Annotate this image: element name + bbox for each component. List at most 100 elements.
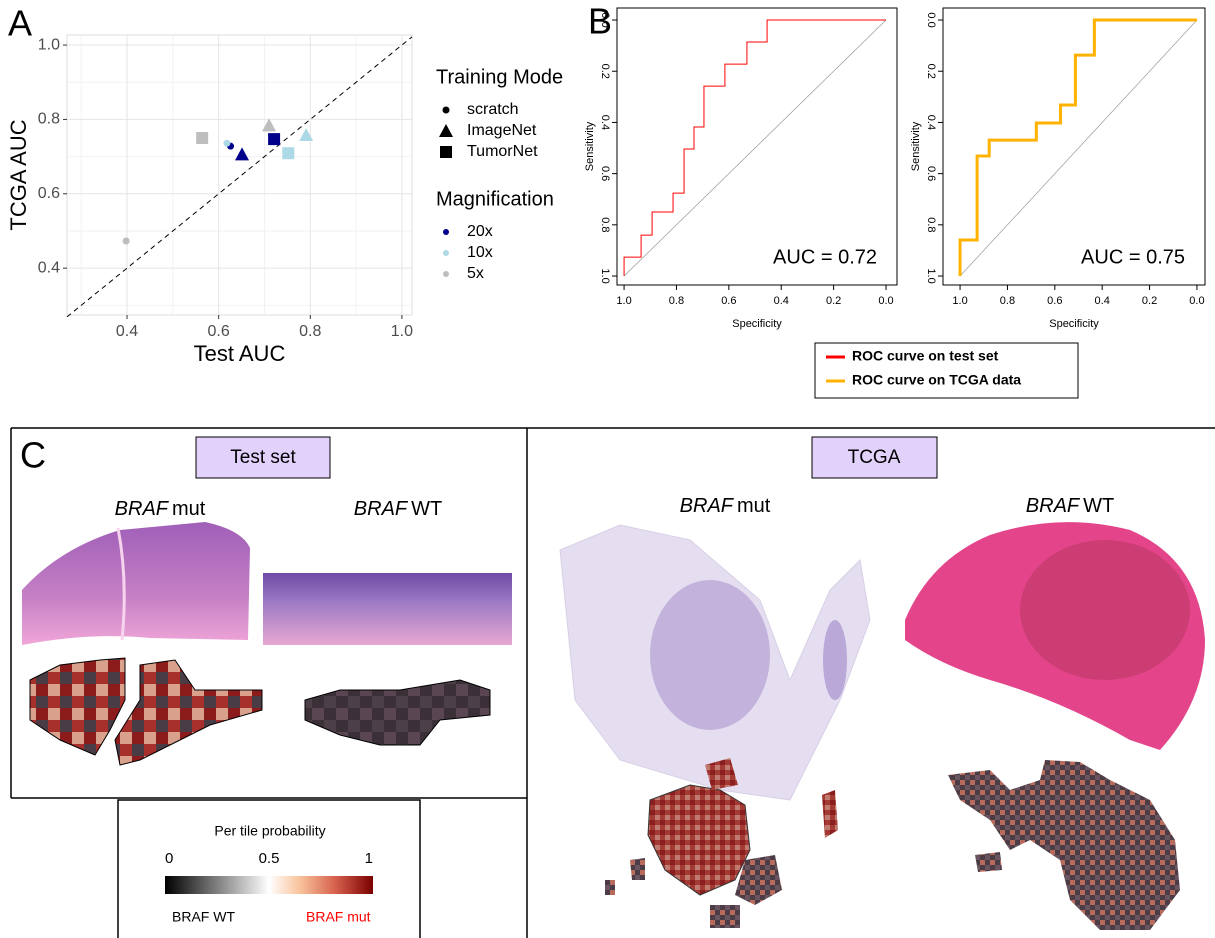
y-axis-label: Sensitivity (910, 121, 922, 171)
x-tick-label: 0.8 (669, 295, 684, 307)
histology-image (22, 522, 250, 645)
histology-image (650, 580, 770, 730)
panel-label: A (8, 3, 32, 44)
y-tick-label: 0.6 (599, 166, 611, 181)
legend-label: ROC curve on test set (852, 348, 999, 364)
colorbar (165, 876, 373, 894)
legend-key (439, 124, 453, 137)
x-tick-label: 0.0 (1189, 295, 1204, 307)
y-tick-label: 0.8 (38, 111, 60, 128)
panel-label: C (20, 435, 46, 476)
x-tick-label: 0.4 (1095, 295, 1110, 307)
colorbar-tick-label: 0 (165, 850, 173, 867)
y-tick-label: 0.6 (925, 166, 937, 181)
legend-title: Magnification (436, 188, 554, 210)
point (282, 147, 295, 160)
roc-curve (958, 18, 1197, 277)
legend-key (440, 146, 452, 158)
point (262, 118, 277, 132)
label-box (811, 436, 938, 479)
y-tick-label: 0.8 (599, 217, 611, 232)
x-tick-label: 0.2 (826, 295, 841, 307)
box-title: Test set (230, 447, 296, 468)
x-tick-label: 0.4 (774, 295, 789, 307)
histology-image (823, 620, 847, 700)
x-tick-label: 0.6 (208, 323, 230, 340)
x-tick-label: 0.8 (299, 323, 321, 340)
legend-key (443, 271, 449, 277)
x-tick-label: 1.0 (616, 295, 631, 307)
y-tick-label: 1.0 (38, 36, 60, 53)
legend-title: Training Mode (436, 66, 563, 88)
colorbar-high-label: BRAF mut (306, 909, 371, 925)
label-box (195, 436, 331, 479)
y-tick-label: 1.0 (925, 268, 937, 283)
plot-area (66, 34, 413, 316)
y-tick-label: 0.0 (599, 12, 611, 27)
colorbar-tick-label: 1 (365, 850, 373, 867)
colorbar-title: Per tile probability (214, 823, 325, 839)
tile-map (647, 784, 751, 896)
roc-curve (623, 19, 886, 277)
point (122, 237, 130, 245)
point (299, 128, 314, 142)
histology-image (263, 573, 512, 645)
y-axis-label: Sensitivity (584, 121, 596, 171)
heading: BRAF WT (354, 498, 442, 520)
y-tick-label: 1.0 (599, 268, 611, 283)
reference-line (959, 19, 1198, 277)
x-tick-label: 1.0 (952, 295, 967, 307)
tile-map (304, 679, 491, 746)
y-tick-label: 0.4 (925, 115, 937, 130)
heading: BRAF WT (1026, 495, 1114, 517)
y-tick-label: 0.8 (925, 217, 937, 232)
legend-label: TumorNet (467, 143, 538, 160)
point (223, 139, 231, 147)
y-tick-label: 0.6 (38, 185, 60, 202)
panel-frame (10, 427, 1215, 938)
x-tick-label: 0.6 (1047, 295, 1062, 307)
tile-map (975, 852, 1002, 872)
annotation: AUC = 0.72 (773, 246, 877, 268)
legend-label: ImageNet (467, 122, 537, 139)
y-tick-label: 0.4 (599, 115, 611, 130)
point (235, 147, 250, 161)
tile-map (605, 858, 740, 928)
tile-map (948, 760, 1180, 930)
legend-label: scratch (467, 101, 519, 118)
x-tick-label: 0.4 (116, 323, 138, 340)
reference-line (66, 36, 413, 318)
panel-label: B (588, 1, 612, 42)
tile-map (29, 657, 126, 756)
histology-image (116, 527, 126, 641)
colorbar-tick-label: 0.5 (259, 850, 280, 867)
tile-map (705, 758, 738, 790)
x-tick-label: 0.2 (1142, 295, 1157, 307)
legend-label: 20x (467, 223, 493, 240)
x-axis-label: Test AUC (194, 341, 286, 366)
legend-key (442, 106, 450, 114)
y-tick-label: 0.4 (38, 259, 60, 276)
legend-label: ROC curve on TCGA data (852, 372, 1021, 388)
legend-key (443, 229, 449, 235)
y-axis-label: TCGA AUC (6, 119, 31, 230)
y-tick-label: 0.2 (599, 64, 611, 79)
plot-area (942, 7, 1206, 286)
legend-key (443, 250, 449, 256)
x-tick-label: 0.0 (878, 295, 893, 307)
legend-box (814, 342, 1079, 399)
x-tick-label: 1.0 (391, 323, 413, 340)
colorbar-low-label: BRAF WT (172, 909, 235, 925)
point (268, 133, 281, 146)
point (196, 132, 209, 145)
histology-image (1020, 540, 1190, 680)
tile-map (114, 659, 263, 766)
x-axis-label: Specificity (732, 318, 782, 330)
tile-map (822, 790, 838, 838)
x-tick-label: 0.8 (1000, 295, 1015, 307)
y-tick-label: 0.0 (925, 12, 937, 27)
heading: BRAF mut (115, 498, 206, 520)
reference-line (623, 19, 887, 277)
x-axis-label: Specificity (1049, 318, 1099, 330)
